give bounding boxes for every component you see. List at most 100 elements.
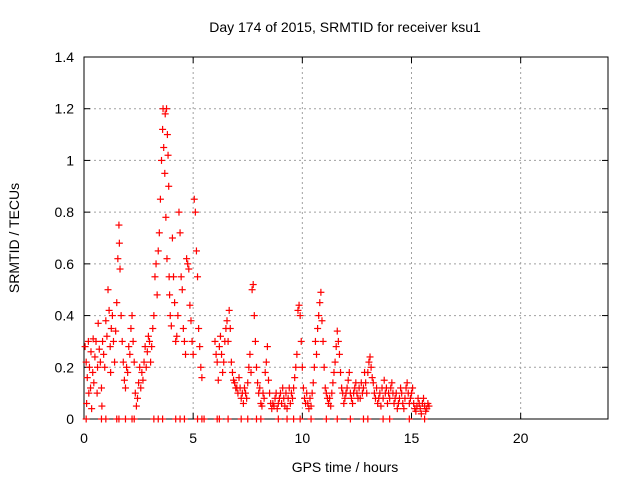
data-point bbox=[327, 402, 335, 410]
data-point bbox=[294, 306, 302, 314]
data-point bbox=[186, 301, 194, 309]
y-tick-label: 1 bbox=[66, 152, 74, 168]
data-point bbox=[183, 255, 191, 263]
data-point bbox=[245, 363, 253, 371]
data-point bbox=[120, 376, 128, 384]
data-point bbox=[180, 337, 188, 345]
data-point bbox=[215, 343, 223, 351]
data-point bbox=[159, 415, 167, 423]
x-tick-label: 10 bbox=[295, 430, 311, 446]
data-point bbox=[194, 273, 202, 281]
data-point bbox=[180, 415, 188, 423]
data-point bbox=[298, 363, 306, 371]
data-point bbox=[128, 312, 136, 320]
data-point bbox=[368, 374, 376, 382]
data-point bbox=[162, 213, 170, 221]
data-point bbox=[161, 110, 169, 118]
data-point bbox=[83, 374, 91, 382]
x-axis-label: GPS time / hours bbox=[292, 459, 399, 475]
data-point bbox=[154, 247, 162, 255]
data-point bbox=[263, 343, 271, 351]
data-point bbox=[347, 394, 355, 402]
data-point bbox=[319, 337, 327, 345]
data-point bbox=[98, 402, 106, 410]
data-point bbox=[111, 358, 119, 366]
data-point bbox=[113, 299, 121, 307]
data-point bbox=[345, 368, 353, 376]
data-point bbox=[156, 195, 164, 203]
data-point bbox=[196, 343, 204, 351]
data-point bbox=[150, 312, 158, 320]
data-point bbox=[219, 368, 227, 376]
data-point bbox=[171, 299, 179, 307]
data-point bbox=[254, 379, 262, 387]
y-tick-label: 1.4 bbox=[55, 49, 75, 65]
data-point bbox=[349, 399, 357, 407]
data-point bbox=[101, 363, 109, 371]
data-point bbox=[274, 415, 282, 423]
data-point bbox=[409, 384, 417, 392]
data-point bbox=[115, 221, 123, 229]
data-point bbox=[140, 358, 148, 366]
data-point bbox=[223, 317, 231, 325]
data-point bbox=[167, 322, 175, 330]
data-point bbox=[192, 247, 200, 255]
data-point bbox=[286, 399, 294, 407]
data-point bbox=[295, 301, 303, 309]
data-point bbox=[307, 415, 315, 423]
data-point bbox=[152, 260, 160, 268]
data-point bbox=[259, 389, 267, 397]
data-point bbox=[279, 384, 287, 392]
data-point bbox=[81, 343, 89, 351]
data-point bbox=[166, 312, 174, 320]
data-point bbox=[318, 317, 326, 325]
data-point bbox=[290, 415, 298, 423]
data-point bbox=[258, 402, 266, 410]
data-point bbox=[328, 389, 336, 397]
x-tick-label: 20 bbox=[513, 430, 529, 446]
data-point bbox=[362, 379, 370, 387]
data-point bbox=[97, 384, 105, 392]
data-point bbox=[123, 363, 131, 371]
data-point bbox=[163, 131, 171, 139]
data-point bbox=[311, 337, 319, 345]
data-point bbox=[163, 105, 171, 113]
data-point bbox=[266, 389, 274, 397]
data-point bbox=[153, 291, 161, 299]
data-point bbox=[189, 350, 197, 358]
data-point bbox=[289, 394, 297, 402]
data-point bbox=[293, 350, 301, 358]
plot-frame bbox=[83, 56, 609, 420]
data-point bbox=[119, 358, 127, 366]
data-point bbox=[102, 415, 110, 423]
data-point bbox=[333, 327, 341, 335]
data-point bbox=[173, 332, 181, 340]
data-point bbox=[369, 379, 377, 387]
data-point bbox=[246, 350, 254, 358]
data-point bbox=[179, 325, 187, 332]
data-point bbox=[182, 350, 190, 358]
data-point bbox=[151, 273, 159, 281]
data-point bbox=[143, 348, 151, 356]
data-point bbox=[248, 286, 256, 294]
data-point bbox=[83, 399, 91, 407]
data-point bbox=[94, 319, 102, 327]
data-point bbox=[240, 384, 248, 392]
data-point bbox=[146, 337, 153, 345]
x-tick-label: 15 bbox=[404, 430, 420, 446]
data-point bbox=[333, 415, 341, 423]
data-point bbox=[99, 337, 107, 345]
data-point bbox=[224, 415, 232, 423]
y-tick-label: 0.4 bbox=[55, 308, 75, 324]
data-point bbox=[127, 325, 135, 332]
data-point bbox=[337, 368, 345, 376]
data-point bbox=[421, 415, 429, 423]
data-point bbox=[87, 348, 95, 356]
data-point bbox=[309, 379, 317, 387]
data-point bbox=[383, 399, 391, 407]
data-point bbox=[225, 306, 233, 314]
data-point bbox=[112, 327, 120, 335]
data-point bbox=[137, 384, 145, 392]
data-point bbox=[165, 182, 173, 190]
data-point bbox=[287, 389, 295, 397]
